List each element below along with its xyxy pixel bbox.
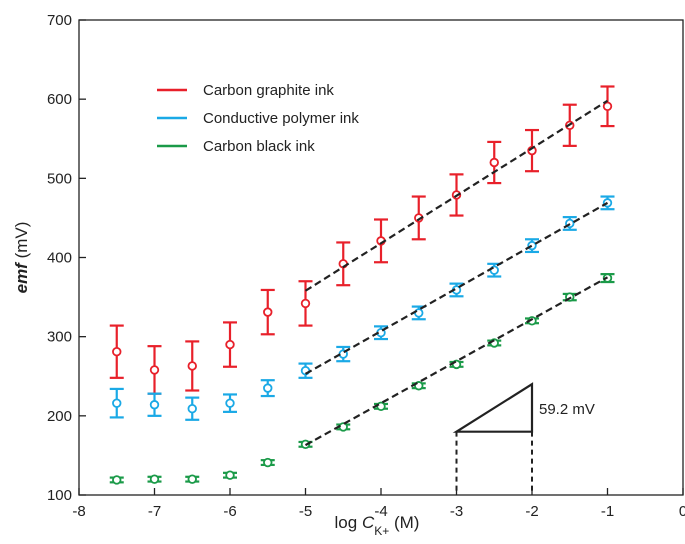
slope-label: 59.2 mV [539, 401, 595, 418]
y-axis-title-unit: (mV) [12, 222, 31, 264]
y-tick-label: 400 [47, 250, 72, 267]
fit-line-1 [304, 201, 609, 375]
data-point [149, 474, 160, 484]
legend-item-carbon-graphite: Carbon graphite ink [157, 82, 334, 99]
data-point [263, 307, 273, 317]
x-tick-label: -8 [72, 503, 85, 520]
series-2 [109, 273, 615, 485]
fit-lines [304, 99, 609, 447]
y-tick-label: 200 [47, 408, 72, 425]
x-axis-title-sub: K+ [374, 524, 389, 538]
data-point [225, 470, 235, 480]
series-0 [109, 85, 615, 395]
x-tick-label: -7 [148, 503, 161, 520]
legend-item-conductive-polymer: Conductive polymer ink [157, 110, 359, 127]
x-tick-label: 0 [679, 503, 685, 520]
x-axis-title-var: C [362, 513, 375, 532]
fit-line-0 [304, 99, 609, 292]
y-tick-label: 100 [47, 487, 72, 504]
data-point [300, 298, 311, 309]
data-point [263, 457, 273, 468]
data-point [149, 400, 160, 410]
data-point [489, 157, 499, 168]
x-tick-label: -1 [601, 503, 614, 520]
y-tick-label: 300 [47, 329, 72, 346]
slope-triangle [452, 382, 534, 433]
y-axis-title: emf (mV) [12, 222, 31, 294]
data-point [225, 398, 235, 408]
slope-annotation [452, 382, 534, 495]
x-tick-label: -3 [450, 503, 463, 520]
legend-label-carbon-graphite: Carbon graphite ink [203, 82, 334, 99]
x-tick-label: -2 [525, 503, 538, 520]
axis-ticks: -8 -7 -6 -5 -4 -3 -2 -1 0 100 200 300 400 500 600 700 [47, 12, 685, 520]
x-axis-title-unit: (M) [389, 513, 419, 532]
x-axis-title: log CK+ (M) [335, 513, 420, 538]
y-tick-label: 700 [47, 12, 72, 29]
data-point [187, 474, 197, 484]
y-tick-label: 500 [47, 170, 72, 187]
data-point [112, 475, 122, 485]
data-point [187, 404, 197, 414]
x-tick-label: -5 [299, 503, 312, 520]
data-point [187, 361, 197, 371]
data-point [263, 383, 273, 393]
legend: Carbon graphite ink Conductive polymer i… [157, 82, 359, 155]
y-axis-title-var: emf [12, 261, 31, 294]
fit-line-2 [304, 276, 609, 447]
series-1 [109, 195, 615, 421]
data-point [225, 339, 235, 350]
data-point [602, 101, 613, 111]
data-point [112, 398, 122, 408]
data-point [338, 422, 348, 432]
x-tick-label: -6 [223, 503, 236, 520]
legend-label-carbon-black: Carbon black ink [203, 138, 315, 155]
legend-item-carbon-black: Carbon black ink [157, 138, 315, 155]
legend-label-conductive-polymer: Conductive polymer ink [203, 110, 359, 127]
data-point [112, 347, 122, 357]
data-point [149, 365, 160, 375]
x-axis-title-prefix: log [335, 513, 362, 532]
y-tick-label: 600 [47, 91, 72, 108]
x-tick-label: -4 [374, 503, 387, 520]
